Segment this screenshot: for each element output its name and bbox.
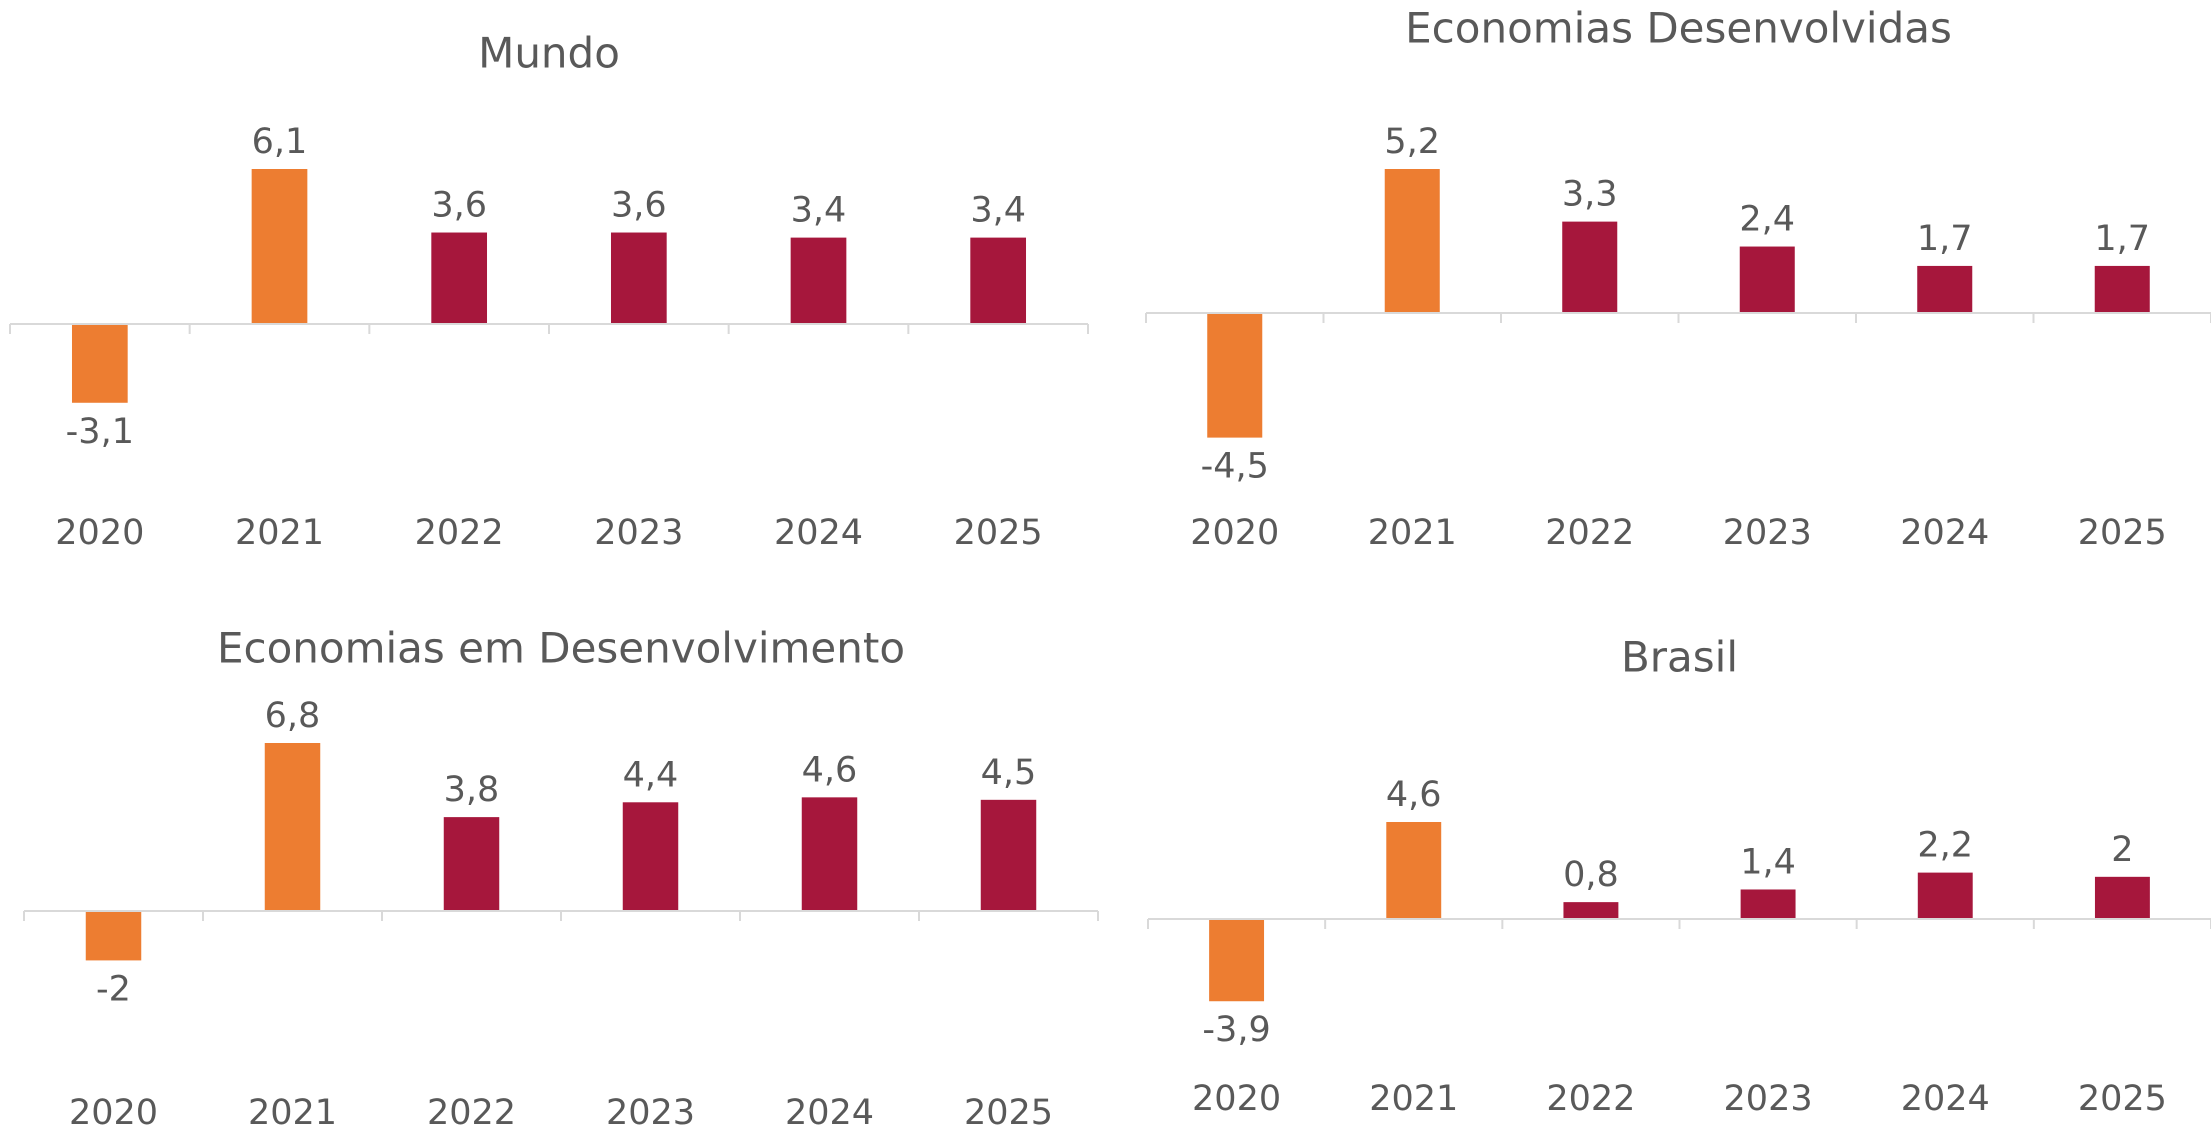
x-tick-label: 2022: [427, 1093, 516, 1131]
bar: [2094, 265, 2150, 313]
data-label: 3,3: [1562, 175, 1618, 215]
bar: [1563, 902, 1619, 919]
bar: [1562, 221, 1618, 313]
bar: [431, 232, 488, 324]
bar: [251, 169, 308, 324]
bar: [1209, 919, 1265, 1002]
bar: [790, 237, 847, 324]
data-label: 0,8: [1563, 855, 1619, 895]
data-label: 1,7: [2094, 219, 2150, 259]
data-label: -4,5: [1201, 447, 1269, 487]
x-tick-label: 2023: [1723, 513, 1812, 553]
x-tick-label: 2023: [1724, 1079, 1813, 1119]
bar: [264, 743, 321, 911]
bar: [1917, 872, 1973, 919]
x-tick-label: 2024: [1900, 513, 1989, 553]
bar: [1739, 246, 1795, 313]
x-tick-label: 2023: [606, 1093, 695, 1131]
bar: [1386, 822, 1442, 919]
x-tick-label: 2025: [2078, 513, 2167, 553]
bar: [801, 797, 858, 911]
x-tick-label: 2024: [785, 1093, 874, 1131]
x-tick-label: 2023: [594, 513, 683, 553]
bar: [1207, 313, 1263, 438]
data-label: 2,2: [1917, 826, 1973, 866]
x-tick-label: 2025: [954, 513, 1043, 553]
x-tick-label: 2021: [1369, 1079, 1458, 1119]
chart-title: Brasil: [1621, 633, 1738, 682]
bar: [2094, 876, 2150, 919]
x-tick-label: 2020: [69, 1093, 158, 1131]
data-label: 3,8: [444, 770, 500, 810]
x-tick-label: 2022: [415, 513, 504, 553]
x-tick-label: 2024: [1901, 1079, 1990, 1119]
data-label: 6,8: [265, 696, 321, 736]
data-label: 3,4: [970, 191, 1026, 231]
x-tick-label: 2021: [235, 513, 324, 553]
chart-title: Economias Desenvolvidas: [1405, 4, 1952, 53]
data-label: 4,4: [623, 755, 679, 795]
x-tick-label: 2025: [2078, 1079, 2167, 1119]
data-label: 2,4: [1739, 200, 1795, 240]
data-label: 3,6: [431, 186, 487, 226]
x-tick-label: 2021: [248, 1093, 337, 1131]
bar: [980, 799, 1037, 911]
bar: [1917, 265, 1973, 313]
bar: [71, 324, 128, 403]
data-label: -2: [96, 969, 131, 1009]
x-tick-label: 2020: [1192, 1079, 1281, 1119]
x-tick-label: 2020: [1190, 513, 1279, 553]
bar: [1740, 889, 1796, 919]
bar: [1384, 169, 1440, 313]
data-label: 4,5: [981, 753, 1037, 793]
chart-title: Mundo: [478, 29, 620, 78]
data-label: 4,6: [1386, 775, 1442, 815]
bar: [85, 911, 142, 961]
data-label: -3,1: [66, 412, 134, 452]
x-tick-label: 2024: [774, 513, 863, 553]
x-tick-label: 2022: [1545, 513, 1634, 553]
bar: [610, 232, 667, 324]
bar: [970, 237, 1027, 324]
x-tick-label: 2020: [55, 513, 144, 553]
data-label: 3,4: [791, 191, 847, 231]
data-label: 3,6: [611, 186, 667, 226]
bar: [622, 802, 679, 911]
bar: [443, 817, 500, 911]
data-label: 4,6: [802, 750, 858, 790]
x-tick-label: 2025: [964, 1093, 1053, 1131]
data-label: 6,1: [252, 122, 308, 162]
data-label: 2: [2111, 830, 2133, 870]
data-label: 5,2: [1384, 122, 1440, 162]
x-tick-label: 2022: [1546, 1079, 1635, 1119]
x-tick-label: 2021: [1368, 513, 1457, 553]
chart-title: Economias em Desenvolvimento: [217, 624, 905, 673]
data-label: 1,4: [1740, 842, 1796, 882]
data-label: -3,9: [1202, 1010, 1270, 1050]
data-label: 1,7: [1917, 219, 1973, 259]
